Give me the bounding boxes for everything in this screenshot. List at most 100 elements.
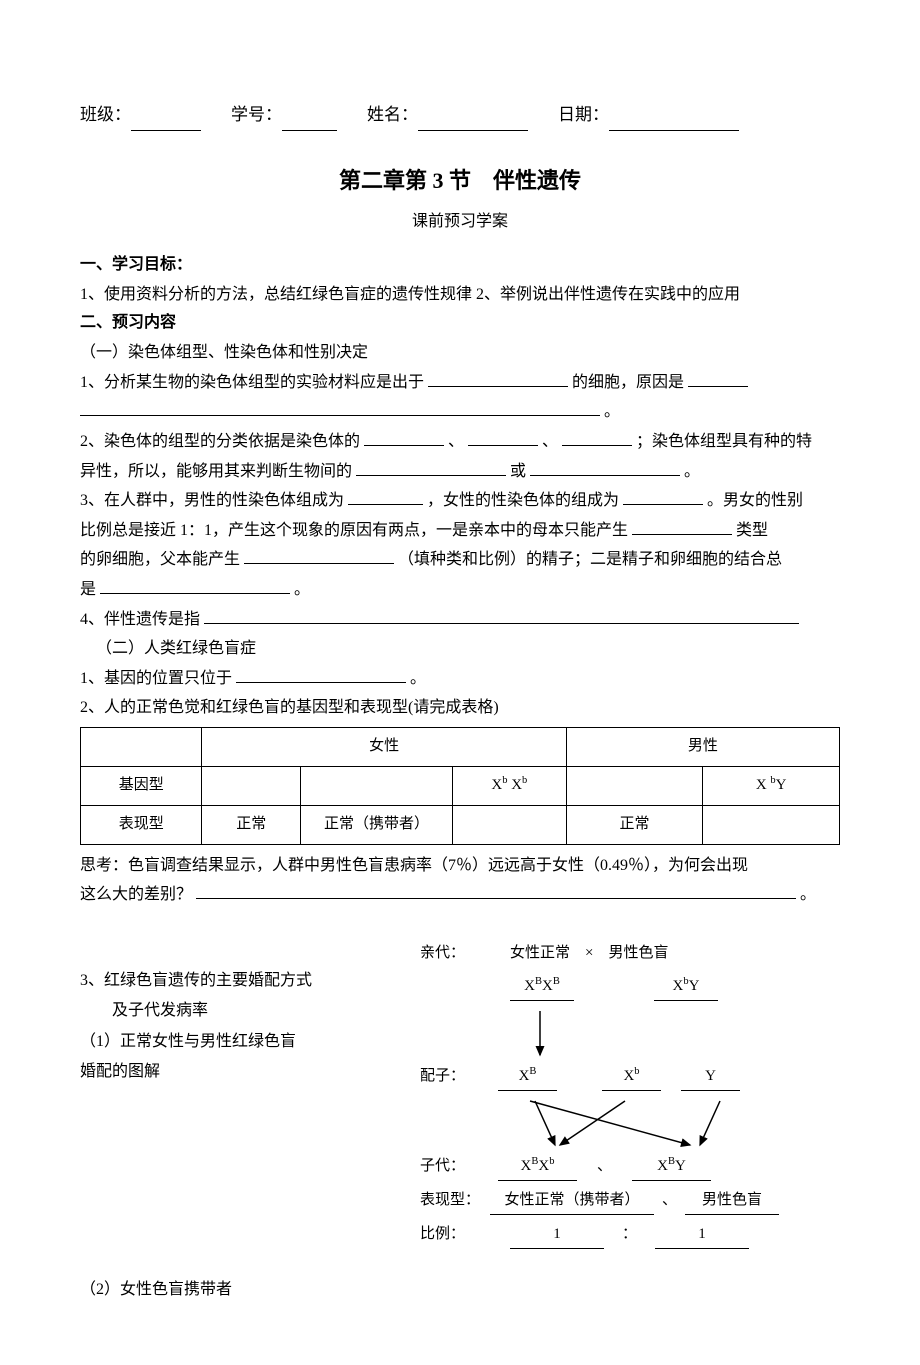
think-line-2: 这么大的差别？ 。 bbox=[80, 880, 840, 910]
gamete-1: XB bbox=[498, 1063, 557, 1091]
q3-blank-4[interactable] bbox=[244, 546, 394, 565]
row2-c3: 正常（携带者） bbox=[301, 805, 453, 844]
name-field: 姓名： bbox=[367, 100, 528, 131]
period-1: 。 bbox=[604, 403, 620, 420]
row1-c6: X bY bbox=[703, 766, 840, 805]
row1-c5[interactable] bbox=[566, 766, 703, 805]
gamete-label: 配子： bbox=[420, 1063, 490, 1090]
q4-blank-1[interactable] bbox=[204, 605, 799, 624]
think-blank[interactable] bbox=[196, 881, 796, 900]
row2-c4[interactable] bbox=[452, 805, 566, 844]
q3-text-c: 。男女的性别 bbox=[707, 492, 803, 509]
q3-text-f: 的卵细胞，父本能产生 bbox=[80, 551, 240, 568]
parent-g2: XbY bbox=[654, 973, 718, 1001]
think-text-b: 这么大的差别？ bbox=[80, 886, 192, 903]
q2-text-a: 2、染色体的组型的分类依据是染色体的 bbox=[80, 433, 360, 450]
q1-text-a: 1、分析某生物的染色体组型的实验材料应是出于 bbox=[80, 374, 424, 391]
arrows-parent-to-gamete bbox=[490, 1007, 850, 1063]
gamete-row: 配子： XB Xb Y bbox=[420, 1063, 850, 1091]
part3-l4: 婚配的图解 bbox=[80, 1057, 390, 1087]
row2-c5: 正常 bbox=[566, 805, 703, 844]
q3-text-a: 3、在人群中，男性的性染色体组成为 bbox=[80, 492, 344, 509]
thead-blank bbox=[81, 727, 202, 766]
student-id-blank[interactable] bbox=[282, 111, 337, 131]
class-label: 班级： bbox=[80, 100, 131, 131]
period-2: 。 bbox=[684, 463, 700, 480]
qb1-line: 1、基因的位置只位于 。 bbox=[80, 664, 840, 694]
date-field: 日期： bbox=[558, 100, 739, 131]
row1-c2[interactable] bbox=[202, 766, 301, 805]
q1-continuation: 。 bbox=[80, 397, 840, 427]
q2-text-c: 异性，所以，能够用其来判断生物间的 bbox=[80, 463, 352, 480]
think-line-1: 思考：色盲调查结果显示，人群中男性色盲患病率（7％）远远高于女性（0.49％），… bbox=[80, 851, 840, 881]
parent-genotype-row: XBXB XbY bbox=[420, 973, 850, 1001]
name-blank[interactable] bbox=[418, 111, 528, 131]
pheno-label: 表现型： bbox=[420, 1187, 490, 1214]
ratio-2: 1 bbox=[655, 1221, 749, 1249]
q1-blank-1[interactable] bbox=[428, 368, 568, 387]
header-fields: 班级： 学号： 姓名： 日期： bbox=[80, 100, 840, 131]
ratio-row: 比例： 1 ： 1 bbox=[420, 1221, 850, 1249]
q3-blank-3[interactable] bbox=[632, 516, 732, 535]
q4-text-a: 4、伴性遗传是指 bbox=[80, 611, 200, 628]
q1-blank-3[interactable] bbox=[80, 398, 600, 417]
row2-c6[interactable] bbox=[703, 805, 840, 844]
phenotype-row: 表现型： 女性正常（携带者） 、 男性色盲 bbox=[420, 1187, 850, 1215]
parent-g1: XBXB bbox=[510, 973, 574, 1001]
q3-line: 3、在人群中，男性的性染色体组成为 ，女性的性染色体的组成为 。男女的性别 bbox=[80, 486, 840, 516]
arrows-gamete-to-offspring bbox=[490, 1097, 850, 1153]
student-id-label: 学号： bbox=[231, 100, 282, 131]
parent-label: 亲代： bbox=[420, 940, 490, 967]
pheno-2: 男性色盲 bbox=[685, 1187, 779, 1215]
cross-diagram: 亲代： 女性正常 × 男性色盲 XBXB XbY 配 bbox=[420, 940, 850, 1255]
pheno-sep: 、 bbox=[654, 1187, 685, 1214]
q1-blank-2[interactable] bbox=[688, 368, 748, 387]
q2-text-b: ；染色体组型具有种的特 bbox=[636, 433, 812, 450]
genotype-table: 女性 男性 基因型 Xb Xb X bY 表现型 正常 正常（携带者） 正常 bbox=[80, 727, 840, 845]
q2-line-2: 异性，所以，能够用其来判断生物间的 或 。 bbox=[80, 457, 840, 487]
sub-2-heading: （二）人类红绿色盲症 bbox=[80, 634, 840, 664]
q3-blank-5[interactable] bbox=[100, 575, 290, 594]
q2-blank-2[interactable] bbox=[468, 427, 538, 446]
sub-1-heading: （一）染色体组型、性染色体和性别决定 bbox=[80, 338, 840, 368]
part3-l3: （1）正常女性与男性红绿色盲 bbox=[80, 1027, 390, 1057]
class-field: 班级： bbox=[80, 100, 201, 131]
q3-blank-1[interactable] bbox=[348, 487, 423, 506]
offspring-sep: 、 bbox=[577, 1153, 632, 1180]
thead-female: 女性 bbox=[202, 727, 566, 766]
offspring-row: 子代： XBXb 、 XBY bbox=[420, 1153, 850, 1181]
period-3: 。 bbox=[294, 581, 310, 598]
gamete-2: Xb bbox=[602, 1063, 661, 1091]
date-label: 日期： bbox=[558, 100, 609, 131]
table-header-row: 女性 男性 bbox=[81, 727, 840, 766]
class-blank[interactable] bbox=[131, 111, 201, 131]
q3-blank-2[interactable] bbox=[623, 487, 703, 506]
q3-text-g: （填种类和比例）的精子；二是精子和卵细胞的结合总 bbox=[398, 551, 782, 568]
q3-text-e: 类型 bbox=[736, 522, 768, 539]
q2-blank-3[interactable] bbox=[562, 427, 632, 446]
offspring-label: 子代： bbox=[420, 1153, 490, 1180]
objectives-line: 1、使用资料分析的方法，总结红绿色盲症的遗传性规律 2、举例说出伴性遗传在实践中… bbox=[80, 280, 840, 310]
part3-l1: 3、红绿色盲遗传的主要婚配方式 bbox=[80, 966, 390, 996]
ratio-label: 比例： bbox=[420, 1221, 490, 1248]
parent-text: 女性正常 × 男性色盲 bbox=[490, 940, 668, 967]
q2-blank-4[interactable] bbox=[356, 457, 506, 476]
date-blank[interactable] bbox=[609, 111, 739, 131]
row1-c3[interactable] bbox=[301, 766, 453, 805]
period-4: 。 bbox=[410, 670, 426, 687]
part3-l2: 及子代发病率 bbox=[80, 996, 390, 1026]
pheno-1: 女性正常（携带者） bbox=[490, 1187, 654, 1215]
q3-line-3: 的卵细胞，父本能产生 （填种类和比例）的精子；二是精子和卵细胞的结合总 bbox=[80, 545, 840, 575]
table-row-genotype: 基因型 Xb Xb X bY bbox=[81, 766, 840, 805]
row2-c2: 正常 bbox=[202, 805, 301, 844]
qb2-line: 2、人的正常色觉和红绿色盲的基因型和表现型(请完成表格) bbox=[80, 693, 840, 723]
row1-c1: 基因型 bbox=[81, 766, 202, 805]
q2-blank-1[interactable] bbox=[364, 427, 444, 446]
q2-blank-5[interactable] bbox=[530, 457, 680, 476]
page-title: 第二章第 3 节 伴性遗传 bbox=[80, 161, 840, 201]
qb1-blank[interactable] bbox=[236, 664, 406, 683]
diagram-parent-row: 亲代： 女性正常 × 男性色盲 bbox=[420, 940, 850, 967]
part3-columns: 3、红绿色盲遗传的主要婚配方式 及子代发病率 （1）正常女性与男性红绿色盲 婚配… bbox=[80, 940, 840, 1255]
row2-c1: 表现型 bbox=[81, 805, 202, 844]
page-subtitle: 课前预习学案 bbox=[80, 208, 840, 237]
